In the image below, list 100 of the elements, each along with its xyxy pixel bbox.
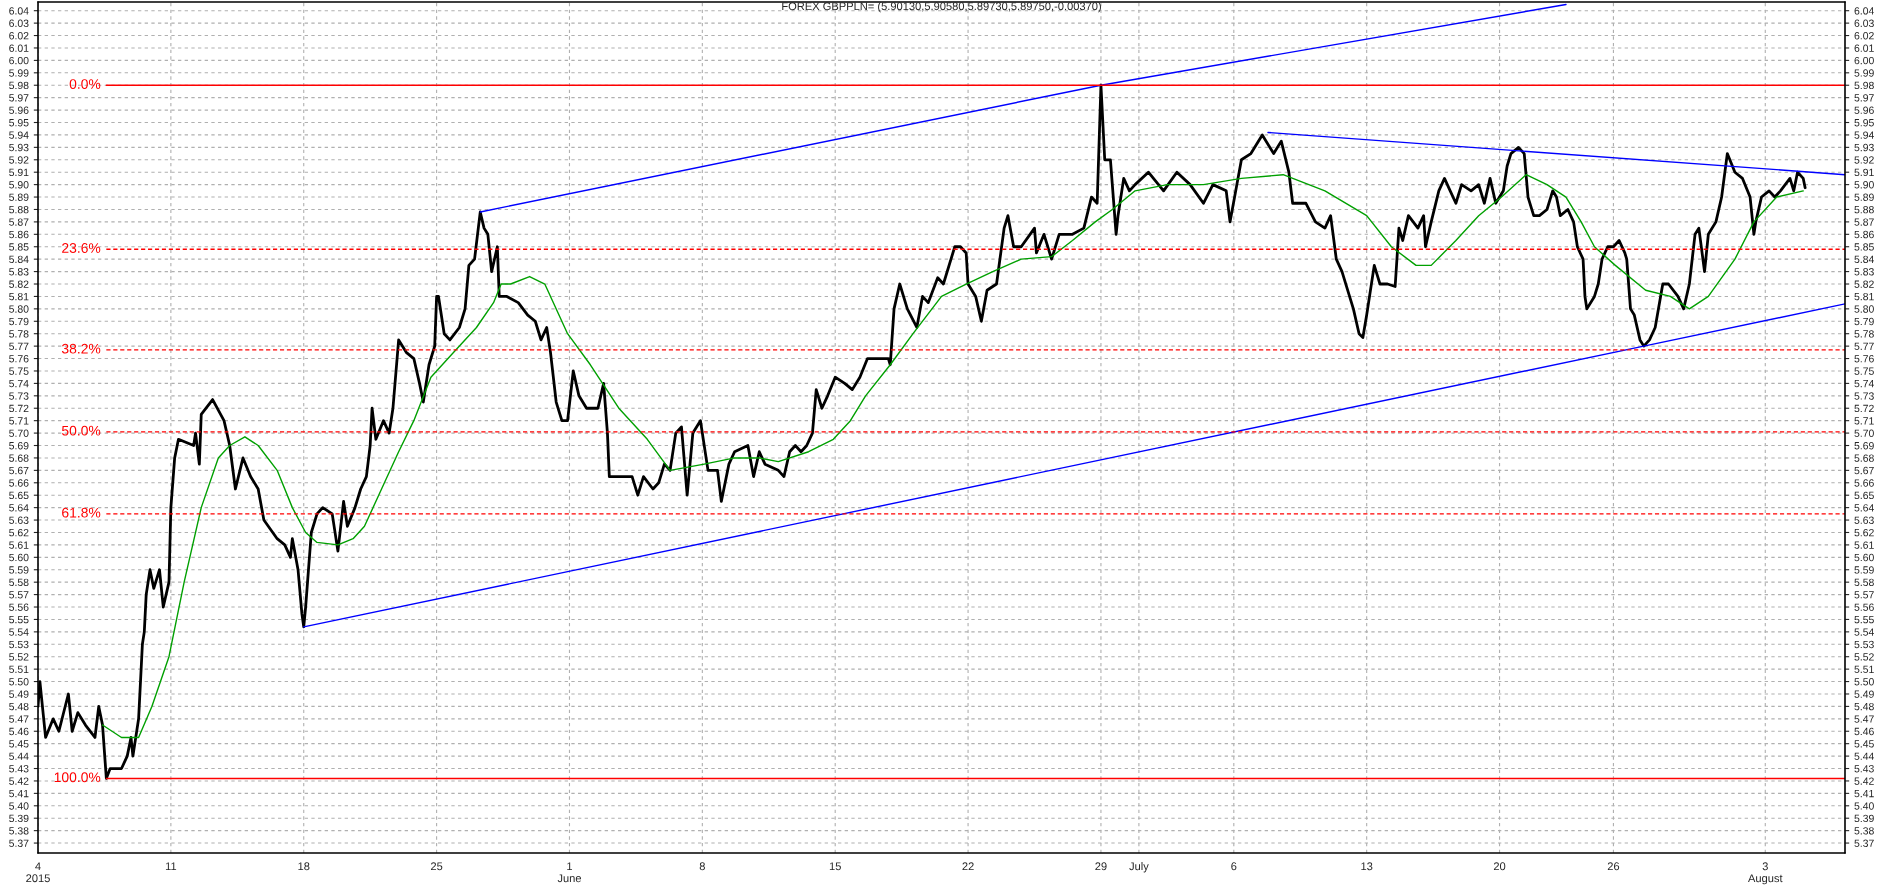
y-tick-label: 5.84 xyxy=(9,255,29,264)
y2-tick-label: 5.59 xyxy=(1854,566,1874,574)
y2-tick-label: 5.58 xyxy=(1854,578,1874,587)
line-series xyxy=(101,173,1804,739)
y2-tick-label: 5.81 xyxy=(1854,292,1874,301)
y2-tick-label: 5.65 xyxy=(1854,491,1874,500)
y2-tick-label: 5.49 xyxy=(1854,690,1874,698)
x-tick-label: 6 xyxy=(1231,862,1237,871)
y-tick-label: 6.04 xyxy=(9,7,29,15)
series-label: 23.6% xyxy=(62,243,101,253)
y-tick-label: 5.63 xyxy=(9,516,29,524)
y-tick-label: 5.92 xyxy=(9,156,29,164)
y-tick-label: 5.73 xyxy=(9,392,29,400)
y2-tick-label: 5.68 xyxy=(1854,454,1874,462)
y-tick-label: 5.38 xyxy=(9,827,29,835)
y-tick-label: 5.99 xyxy=(9,69,29,77)
y-tick-label: 5.83 xyxy=(9,268,29,276)
x-tick-label: 26 xyxy=(1607,862,1620,871)
y2-tick-label: 6.02 xyxy=(1854,32,1874,40)
y-tick-label: 5.75 xyxy=(9,367,29,375)
series-label: 100.0% xyxy=(54,772,101,783)
y2-tick-label: 5.76 xyxy=(1854,355,1874,363)
y-tick-label: 5.61 xyxy=(9,541,29,549)
y2-tick-label: 5.56 xyxy=(1854,603,1874,611)
x-tick-label: 25 xyxy=(430,862,443,871)
y-tick-label: 5.80 xyxy=(9,305,29,313)
y-tick-label: 5.79 xyxy=(9,317,29,326)
y-tick-label: 5.52 xyxy=(9,653,29,661)
y2-tick-label: 5.92 xyxy=(1854,156,1874,164)
y2-tick-label: 5.54 xyxy=(1854,628,1874,636)
y2-tick-label: 5.60 xyxy=(1854,553,1874,562)
y-tick-label: 5.91 xyxy=(9,168,29,177)
y-tick-label: 6.03 xyxy=(9,19,29,27)
y-tick-label: 5.71 xyxy=(9,417,29,425)
y-tick-label: 5.40 xyxy=(9,802,29,810)
y-tick-label: 5.86 xyxy=(9,230,29,239)
y2-tick-label: 5.91 xyxy=(1854,168,1874,177)
y-tick-label: 5.57 xyxy=(9,591,29,599)
y-tick-label: 5.58 xyxy=(9,578,29,587)
y2-tick-label: 5.72 xyxy=(1854,404,1874,413)
x-tick-label: 29 xyxy=(1095,862,1107,871)
y-tick-label: 5.66 xyxy=(9,479,29,487)
y-tick-label: 5.39 xyxy=(9,814,29,823)
y2-tick-label: 5.69 xyxy=(1854,442,1874,450)
y2-tick-label: 5.83 xyxy=(1854,268,1874,276)
y-tick-label: 5.90 xyxy=(9,181,29,189)
y2-tick-label: 5.80 xyxy=(1854,305,1874,313)
y2-tick-label: 5.95 xyxy=(1854,119,1874,127)
series-label: 38.2% xyxy=(61,343,101,354)
y2-tick-label: 5.51 xyxy=(1854,665,1874,674)
x-tick-label: 18 xyxy=(298,862,310,871)
y-tick-label: 5.78 xyxy=(9,330,29,338)
y2-tick-label: 5.96 xyxy=(1854,106,1874,114)
y-tick-label: 5.72 xyxy=(9,404,29,413)
y2-tick-label: 6.04 xyxy=(1854,7,1874,15)
y-tick-label: 5.98 xyxy=(9,81,29,90)
x-tick-label: 20 xyxy=(1493,862,1506,871)
y-tick-label: 5.47 xyxy=(9,715,29,723)
y2-tick-label: 5.53 xyxy=(1854,640,1874,649)
y-tick-label: 5.55 xyxy=(9,616,29,624)
y-tick-label: 5.50 xyxy=(9,678,29,686)
y-tick-label: 5.46 xyxy=(9,727,29,736)
y-tick-label: 5.45 xyxy=(9,740,29,748)
y-tick-label: 5.62 xyxy=(9,528,29,537)
y2-tick-label: 5.41 xyxy=(1854,789,1874,798)
y2-tick-label: 5.74 xyxy=(1854,380,1874,388)
y2-tick-label: 5.85 xyxy=(1854,243,1874,251)
y-tick-label: 5.56 xyxy=(9,603,29,611)
y2-tick-label: 5.55 xyxy=(1854,616,1874,624)
y2-tick-label: 5.82 xyxy=(1854,280,1874,288)
y-tick-label: 5.68 xyxy=(9,454,29,462)
y2-tick-label: 5.37 xyxy=(1854,839,1874,847)
y-tick-label: 5.87 xyxy=(9,218,29,226)
y2-tick-label: 5.63 xyxy=(1854,516,1874,524)
x-tick-label: 15 xyxy=(829,862,841,871)
y2-tick-label: 5.79 xyxy=(1854,317,1874,326)
y-tick-label: 5.64 xyxy=(9,504,29,512)
y2-tick-label: 5.93 xyxy=(1854,143,1874,152)
y2-tick-label: 5.94 xyxy=(1854,131,1874,139)
y2-tick-label: 5.88 xyxy=(1854,205,1874,214)
y2-tick-label: 5.46 xyxy=(1854,727,1874,736)
y-tick-label: 6.02 xyxy=(9,32,29,40)
series-label: 61.8% xyxy=(62,507,101,518)
y-tick-label: 5.53 xyxy=(9,640,29,649)
y2-tick-label: 5.62 xyxy=(1854,528,1874,537)
y-tick-label: 5.81 xyxy=(9,292,29,301)
y2-tick-label: 5.50 xyxy=(1854,678,1874,686)
x-tick-label: 1 June xyxy=(557,862,582,883)
y-tick-label: 5.44 xyxy=(9,752,29,760)
y2-tick-label: 5.66 xyxy=(1854,479,1874,487)
y-tick-label: 5.37 xyxy=(9,839,29,847)
series-label: 50.0% xyxy=(61,425,101,436)
y-tick-label: 5.49 xyxy=(9,690,29,698)
series-label: 0.0% xyxy=(69,79,101,89)
x-tick-label: 4 2015 xyxy=(26,862,50,883)
y-tick-label: 5.67 xyxy=(9,466,29,475)
x-tick-label: 13 xyxy=(1361,862,1373,871)
y-tick-label: 5.96 xyxy=(9,106,29,114)
y2-tick-label: 5.45 xyxy=(1854,740,1874,748)
y2-tick-label: 5.42 xyxy=(1854,777,1874,785)
